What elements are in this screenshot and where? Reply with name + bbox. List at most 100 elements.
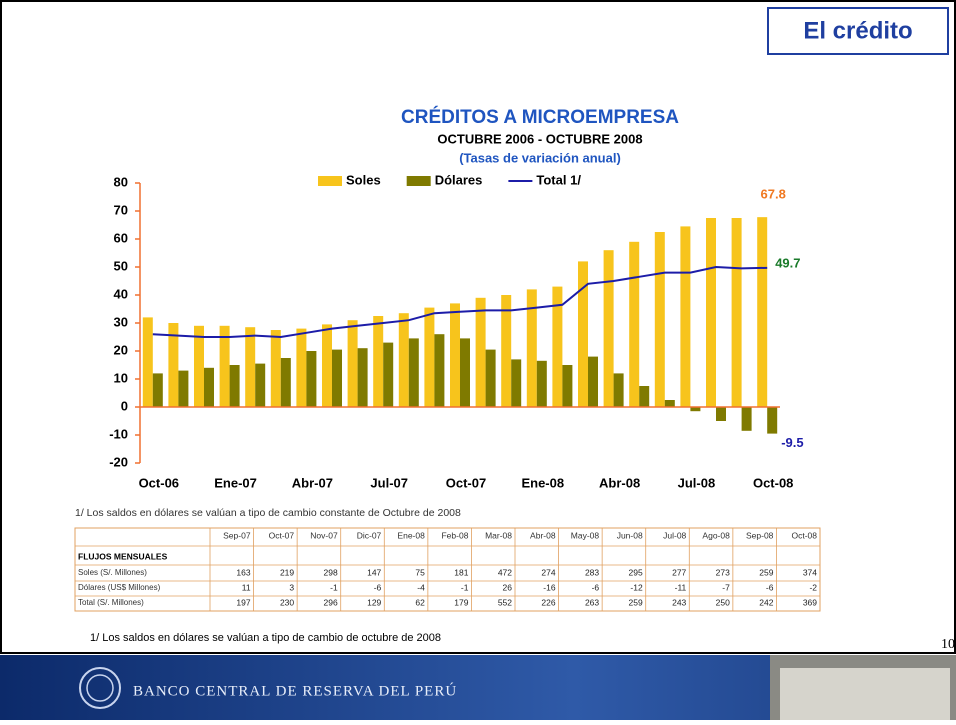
- cell: 181: [454, 567, 468, 577]
- bar: [460, 338, 470, 407]
- bar: [475, 297, 486, 407]
- bar: [255, 363, 266, 407]
- y-tick-label: -10: [109, 426, 128, 441]
- cell: -6: [592, 582, 600, 592]
- bar: [588, 356, 598, 407]
- cell: 163: [236, 567, 250, 577]
- bar: [434, 334, 445, 407]
- cell: 242: [759, 597, 773, 607]
- chart-caption: (Tasas de variación anual): [459, 150, 621, 165]
- column-header: Dic-07: [357, 530, 382, 540]
- bar: [347, 320, 358, 407]
- y-tick-label: 30: [114, 314, 128, 329]
- legend-swatch: [406, 176, 431, 186]
- legend-label: Dólares: [435, 172, 483, 187]
- x-tick-label: Jul-07: [370, 475, 408, 490]
- cell: -1: [461, 582, 469, 592]
- bar: [204, 367, 214, 407]
- column-header: Jul-08: [663, 530, 686, 540]
- cell: -7: [722, 582, 730, 592]
- bar: [578, 261, 588, 407]
- y-tick-label: 20: [114, 342, 128, 357]
- bar: [767, 407, 778, 434]
- bar: [398, 313, 409, 407]
- cell: 295: [629, 567, 643, 577]
- column-header: Ago-08: [702, 530, 730, 540]
- cell: 374: [803, 567, 817, 577]
- x-tick-label: Oct-07: [446, 475, 486, 490]
- cell: 250: [716, 597, 730, 607]
- value-label: 49.7: [775, 255, 800, 270]
- cell: 298: [324, 567, 338, 577]
- cell: 263: [585, 597, 599, 607]
- bar: [306, 351, 317, 407]
- page-number: 10: [941, 637, 955, 652]
- column-header: May-08: [571, 530, 600, 540]
- chart-subtitle: OCTUBRE 2006 - OCTUBRE 2008: [437, 131, 642, 146]
- bar: [424, 307, 435, 407]
- bar: [639, 386, 650, 407]
- cell: -12: [630, 582, 643, 592]
- table-frame: [74, 527, 821, 612]
- bar: [332, 349, 342, 407]
- bar: [408, 338, 419, 407]
- cell: 219: [280, 567, 294, 577]
- bar: [731, 218, 742, 407]
- column-header: Ene-08: [397, 530, 425, 540]
- bar: [280, 358, 291, 407]
- cell: 552: [498, 597, 512, 607]
- bar: [450, 303, 460, 407]
- bar: [219, 325, 230, 407]
- cell: 274: [541, 567, 555, 577]
- bar: [152, 373, 163, 407]
- chart-title: CRÉDITOS A MICROEMPRESA: [401, 106, 679, 128]
- bar: [552, 286, 563, 407]
- cell: -4: [417, 582, 425, 592]
- bar: [757, 217, 768, 407]
- bar: [690, 407, 701, 412]
- footer-photo-building: [780, 668, 950, 720]
- bar: [270, 330, 281, 407]
- cell: 197: [236, 597, 250, 607]
- bar: [245, 327, 256, 407]
- y-tick-label: 10: [114, 370, 128, 385]
- cell: 472: [498, 567, 512, 577]
- x-tick-label: Oct-08: [753, 475, 793, 490]
- y-tick-label: 0: [121, 398, 128, 413]
- y-tick-label: 40: [114, 286, 128, 301]
- x-tick-label: Ene-07: [214, 475, 257, 490]
- bar: [680, 226, 691, 407]
- row-label: Total (S/. Millones): [78, 598, 144, 607]
- x-tick-label: Oct-06: [139, 475, 179, 490]
- column-header: Abr-08: [530, 530, 556, 540]
- x-tick-label: Ene-08: [521, 475, 564, 490]
- cell: 226: [541, 597, 555, 607]
- bar: [562, 365, 573, 407]
- cell: 273: [716, 567, 730, 577]
- column-header: Oct-08: [791, 530, 817, 540]
- bar: [526, 289, 537, 407]
- column-header: Mar-08: [485, 530, 512, 540]
- bar: [296, 328, 307, 407]
- row-label: Dólares (US$ Millones): [78, 583, 161, 592]
- bar: [716, 407, 726, 421]
- x-tick-label: Abr-08: [599, 475, 640, 490]
- bar: [629, 241, 640, 407]
- bar: [706, 218, 716, 407]
- cell: 369: [803, 597, 817, 607]
- y-tick-label: 80: [114, 174, 128, 189]
- cell: 243: [672, 597, 686, 607]
- cell: 259: [629, 597, 643, 607]
- bar: [603, 250, 614, 407]
- section-label: FLUJOS MENSUALES: [78, 551, 168, 561]
- row-label: Soles (S/. Millones): [78, 568, 147, 577]
- line: [152, 265, 768, 339]
- legend-label: Total 1/: [536, 172, 581, 187]
- legend-swatch: [318, 176, 342, 186]
- bar: [741, 407, 752, 431]
- column-header: Feb-08: [441, 530, 468, 540]
- column-header: Sep-08: [746, 530, 774, 540]
- legend-label: Soles: [346, 172, 381, 187]
- cell: 11: [242, 582, 251, 592]
